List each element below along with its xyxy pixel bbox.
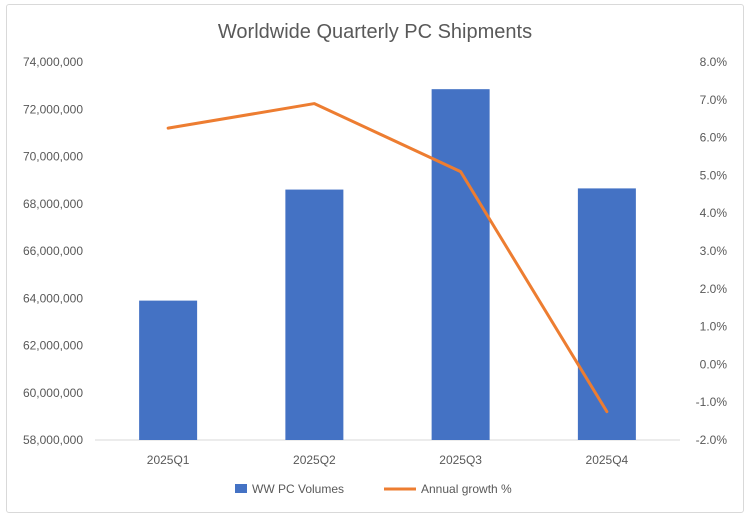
right-tick-label: -1.0% [696,395,728,409]
left-tick-label: 66,000,000 [23,244,83,258]
x-tick-label: 2025Q3 [439,453,482,467]
right-tick-label: -2.0% [696,433,728,447]
legend: WW PC Volumes Annual growth % [235,482,512,496]
left-tick-label: 64,000,000 [23,291,83,305]
right-tick-label: 5.0% [700,168,728,182]
bar [285,189,344,440]
left-axis: 58,000,000 60,000,000 62,000,000 64,000,000… [23,55,83,447]
x-axis: 2025Q1 2025Q2 2025Q3 2025Q4 [147,453,629,467]
x-tick-label: 2025Q4 [586,453,629,467]
left-tick-label: 68,000,000 [23,197,83,211]
x-tick-label: 2025Q2 [293,453,336,467]
right-tick-label: 8.0% [700,55,728,69]
bar [139,300,198,440]
right-tick-label: 1.0% [700,320,728,334]
right-tick-label: 2.0% [700,282,728,296]
right-axis: -2.0% -1.0% 0.0% 1.0% 2.0% 3.0% 4.0% 5.0% 6.0% 7.… [696,55,728,447]
left-tick-label: 72,000,000 [23,102,83,116]
right-tick-label: 3.0% [700,244,728,258]
series-line [166,102,609,414]
line-series [166,102,609,414]
bar-series [139,89,636,440]
left-tick-label: 70,000,000 [23,150,83,164]
legend-label-bar: WW PC Volumes [252,482,344,496]
bar [431,89,490,440]
left-tick-label: 74,000,000 [23,55,83,69]
x-tick-label: 2025Q1 [147,453,190,467]
left-tick-label: 58,000,000 [23,433,83,447]
left-tick-label: 60,000,000 [23,386,83,400]
chart-title: Worldwide Quarterly PC Shipments [218,21,532,43]
right-tick-label: 0.0% [700,357,728,371]
bar [577,188,636,440]
legend-label-line: Annual growth % [421,482,512,496]
right-tick-label: 4.0% [700,206,728,220]
left-tick-label: 62,000,000 [23,339,83,353]
right-tick-label: 6.0% [700,131,728,145]
chart-frame [6,4,744,513]
right-tick-label: 7.0% [700,93,728,107]
legend-swatch-bar [235,484,247,493]
